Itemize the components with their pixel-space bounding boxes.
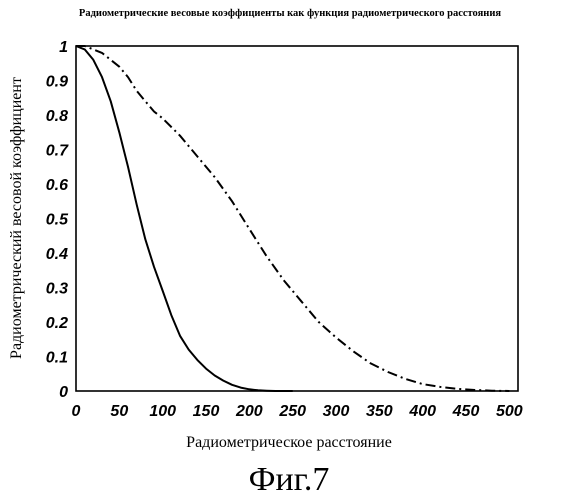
- x-tick-label: 500: [496, 403, 523, 420]
- x-tick-label: 100: [149, 403, 176, 420]
- x-tick-label: 350: [366, 403, 393, 420]
- series-line-1: [76, 46, 293, 391]
- y-tick-label: 0.2: [46, 315, 68, 332]
- y-tick-label: 0.1: [46, 350, 68, 367]
- y-axis-label: Радиометрический весовой коэффициент: [8, 77, 25, 359]
- figure-label: Фиг.7: [249, 461, 330, 498]
- y-tick-label: 0: [59, 384, 68, 401]
- y-tick-label: 0.8: [46, 108, 68, 125]
- y-tick-label: 0.7: [46, 143, 69, 160]
- y-axis-ticks: 0 0.1 0.2 0.3 0.4 0.5 0.6 0.7 0.8 0.9 1: [46, 39, 69, 401]
- chart-title: Радиометрические весовые коэффициенты ка…: [79, 8, 501, 19]
- x-tick-label: 200: [235, 403, 263, 420]
- x-tick-label: 300: [323, 403, 350, 420]
- x-tick-label: 250: [278, 403, 306, 420]
- x-tick-label: 400: [408, 403, 436, 420]
- x-tick-label: 450: [452, 403, 480, 420]
- x-tick-label: 150: [193, 403, 220, 420]
- x-axis-ticks: 0 50 100 150 200 250 300 350 400 450 500: [72, 403, 523, 420]
- x-tick-label: 0: [72, 403, 81, 420]
- x-axis-label: Радиометрическое расстояние: [186, 434, 392, 451]
- y-tick-label: 0.9: [46, 74, 68, 91]
- series-lines: [76, 46, 509, 391]
- y-tick-label: 1: [59, 39, 68, 56]
- y-tick-label: 0.6: [46, 177, 68, 194]
- y-tick-label: 0.5: [46, 212, 69, 229]
- y-tick-label: 0.3: [46, 281, 68, 298]
- y-tick-label: 0.4: [46, 246, 68, 263]
- x-tick-label: 50: [110, 403, 128, 420]
